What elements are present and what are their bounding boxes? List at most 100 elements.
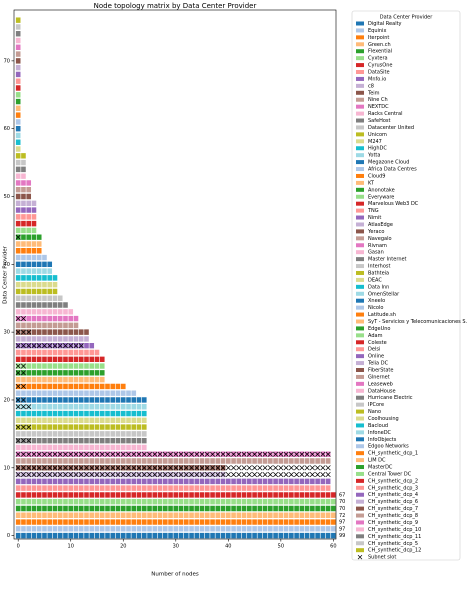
legend-swatch: [356, 42, 364, 47]
node-row: [15, 98, 21, 105]
legend-swatch: [356, 340, 364, 345]
legend-swatch: [356, 146, 364, 151]
legend-label: FiberState: [368, 368, 393, 374]
x-tick-label: 0: [17, 544, 20, 550]
legend-label: Coleste: [368, 340, 387, 346]
node-row: [15, 410, 147, 417]
overflow-label: 72: [339, 513, 345, 519]
node-row: [15, 322, 79, 329]
legend-label: Subnet slot: [368, 555, 396, 561]
node-row: [15, 295, 63, 301]
node-row: [15, 200, 37, 207]
node-row: [15, 132, 21, 139]
node-row: [15, 153, 26, 159]
legend-label: Coolhousing: [368, 416, 399, 422]
y-tick-label: 60: [4, 126, 10, 132]
legend-label: Africa Data Centres: [368, 167, 417, 173]
legend-label: LIM DC: [368, 458, 386, 464]
node-row: [15, 458, 331, 464]
node-row: [15, 112, 21, 118]
node-row: [15, 275, 58, 281]
legend-label: SafeHost: [368, 118, 390, 124]
legend-label: Data Inn: [368, 284, 389, 290]
legend-swatch: [356, 444, 364, 449]
legend-swatch: [356, 409, 364, 414]
overflow-label: 70: [339, 506, 345, 512]
x-tick-label: 50: [278, 544, 284, 550]
legend-swatch: [356, 458, 364, 463]
node-row: [15, 220, 37, 227]
overflow-label: 67: [339, 492, 345, 498]
legend-swatch: [356, 180, 364, 185]
legend-label: Xneelo: [368, 298, 385, 304]
legend-swatch: [356, 416, 364, 421]
overflow-label: 70: [339, 499, 345, 505]
node-row: [15, 268, 53, 274]
legend-swatch: [356, 471, 364, 476]
legend-swatch: [356, 402, 364, 407]
subnet-row: [15, 451, 331, 457]
node-row: [15, 248, 42, 254]
legend-swatch: [356, 388, 364, 393]
legend-label: Yotta: [367, 153, 380, 159]
node-row: [15, 51, 21, 57]
node-row: [15, 193, 32, 200]
legend-label: HighDC: [368, 146, 387, 152]
node-row: [15, 24, 21, 30]
legend-swatch: [356, 347, 364, 352]
node-row: [15, 315, 79, 322]
legend-label: Interhost: [368, 264, 390, 270]
legend-label: KT: [368, 180, 375, 186]
legend-swatch: [356, 132, 364, 137]
node-row: [15, 404, 147, 410]
legend-label: Latitude.sh: [368, 312, 396, 318]
legend-swatch: [356, 485, 364, 490]
node-row: [15, 465, 226, 471]
x-tick-label: 10: [68, 544, 74, 550]
legend-swatch: [356, 215, 364, 220]
legend-label: Bathteia: [368, 270, 389, 276]
subnet-row: [15, 397, 26, 403]
node-row: [15, 214, 37, 220]
subnet-row: [15, 472, 331, 478]
legend-swatch: [356, 236, 364, 241]
legend-swatch: [356, 257, 364, 262]
legend-label: OmenStellar: [368, 291, 400, 297]
node-row: [15, 139, 21, 145]
legend-label: CH_synthetic_dcp_4: [368, 492, 418, 498]
node-row: [15, 166, 26, 173]
legend-label: CyrusOne: [368, 63, 392, 69]
node-row: [15, 417, 147, 424]
legend-label: DataSite: [368, 70, 390, 76]
legend-label: CH_synthetic_dcp_5: [368, 541, 418, 547]
legend-label: Cyxtera: [368, 56, 388, 62]
legend-swatch: [357, 554, 363, 560]
legend-swatch: [356, 437, 364, 442]
node-row: [15, 532, 336, 539]
x-axis-label: Number of nodes: [151, 572, 199, 578]
legend-swatch: [356, 270, 364, 275]
legend-swatch: [356, 90, 364, 95]
node-row: [15, 58, 21, 64]
legend-swatch: [356, 520, 364, 525]
legend-swatch: [356, 250, 364, 255]
node-row: [15, 437, 147, 444]
y-tick-label: 30: [4, 330, 10, 336]
legend-label: Master Internet: [368, 257, 407, 263]
legend-swatch: [356, 298, 364, 303]
legend-swatch: [356, 21, 364, 26]
legend-swatch: [356, 368, 364, 372]
subnet-row: [15, 363, 26, 369]
legend-swatch: [356, 374, 364, 379]
node-row: [15, 492, 336, 498]
legend-label: Glnernet: [368, 374, 390, 380]
legend-label: InfoneDC: [368, 430, 392, 436]
legend-label: Delsi: [368, 347, 380, 353]
legend-label: Equinix: [368, 28, 386, 34]
legend-swatch: [356, 284, 364, 289]
legend-swatch: [356, 354, 364, 359]
subnet-row: [15, 383, 26, 389]
legend-swatch: [356, 305, 364, 310]
legend-label: Yeraco: [367, 229, 384, 235]
